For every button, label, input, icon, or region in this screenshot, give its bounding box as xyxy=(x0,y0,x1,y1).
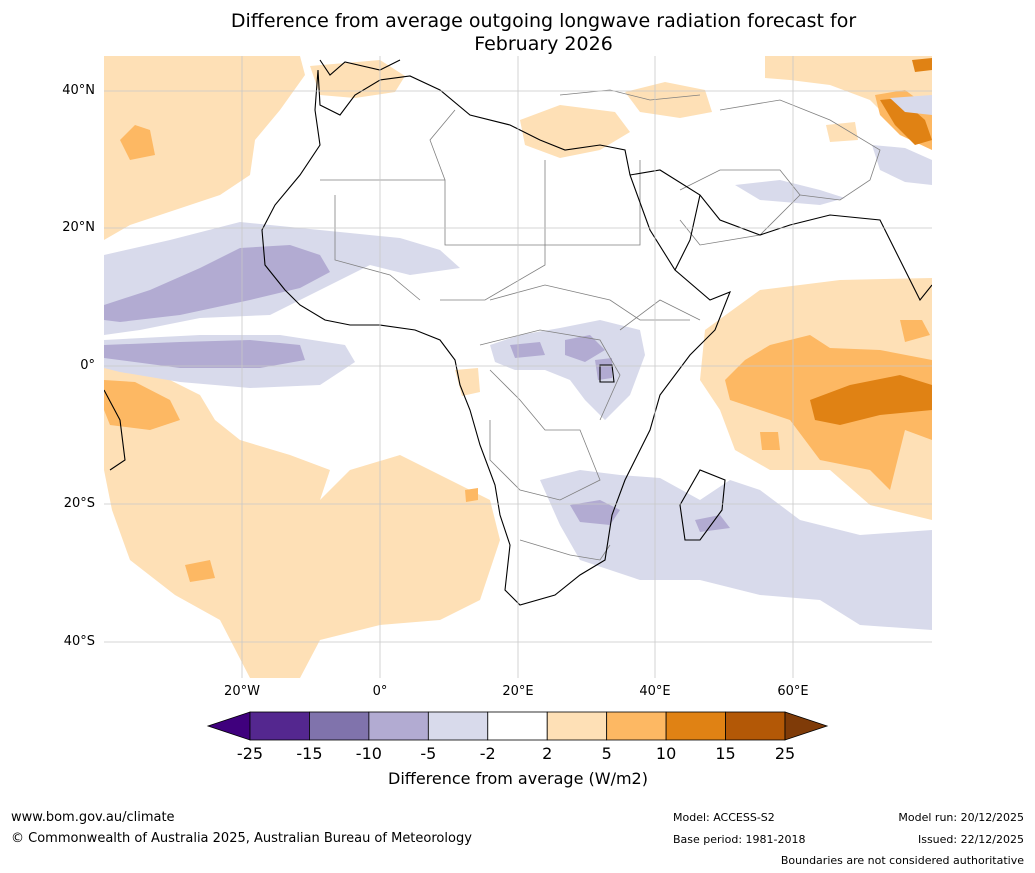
lat-label-20n: 20°N xyxy=(62,220,95,235)
lon-label-0: 0° xyxy=(372,684,388,699)
colorbar-tick-label: -10 xyxy=(355,744,382,763)
chart-title: Difference from average outgoing longwav… xyxy=(0,10,1035,56)
colorbar-tick-label: 5 xyxy=(601,744,612,763)
lon-label-60e: 60°E xyxy=(777,684,809,699)
colorbar-tick-label: -2 xyxy=(479,744,496,763)
lon-label-20e: 20°E xyxy=(502,684,534,699)
lat-label-40s: 40°S xyxy=(63,634,95,649)
anomaly-medium-purple xyxy=(104,245,730,532)
lon-label-40e: 40°E xyxy=(639,684,671,699)
footer-model: Model: ACCESS-S2 xyxy=(673,811,775,824)
colorbar-tick-label: 10 xyxy=(655,744,677,763)
lon-label-20w: 20°W xyxy=(224,684,260,699)
footer-disclaimer: Boundaries are not considered authoritat… xyxy=(780,854,1024,867)
footer-url: www.bom.gov.au/climate xyxy=(11,810,175,825)
lat-label-20s: 20°S xyxy=(63,496,95,511)
legend-label: Difference from average (W/m2) xyxy=(388,769,648,788)
title-line-1: Difference from average outgoing longwav… xyxy=(230,10,857,32)
title-line-2: February 2026 xyxy=(474,33,613,55)
coastline xyxy=(104,59,932,606)
colorbar-tick-label: -5 xyxy=(420,744,437,763)
colorbar-tick-label: 15 xyxy=(715,744,736,763)
colorbar-tick-label: 2 xyxy=(542,744,553,763)
footer-model-run: Model run: 20/12/2025 xyxy=(898,811,1024,824)
footer-copyright: © Commonwealth of Australia 2025, Austra… xyxy=(11,831,472,846)
lat-label-0: 0° xyxy=(80,358,95,373)
colorbar-tick-label: 25 xyxy=(774,744,796,763)
gridlines xyxy=(104,56,932,678)
anomaly-dark-orange xyxy=(810,58,932,425)
footer-issued: Issued: 22/12/2025 xyxy=(917,833,1024,846)
colorbar-tick-label: -15 xyxy=(296,744,323,763)
lat-label-40n: 40°N xyxy=(62,83,95,98)
colorbar-tick-label: -25 xyxy=(236,744,264,763)
anomaly-light-orange xyxy=(104,56,932,678)
footer-base-period: Base period: 1981-2018 xyxy=(673,833,806,846)
